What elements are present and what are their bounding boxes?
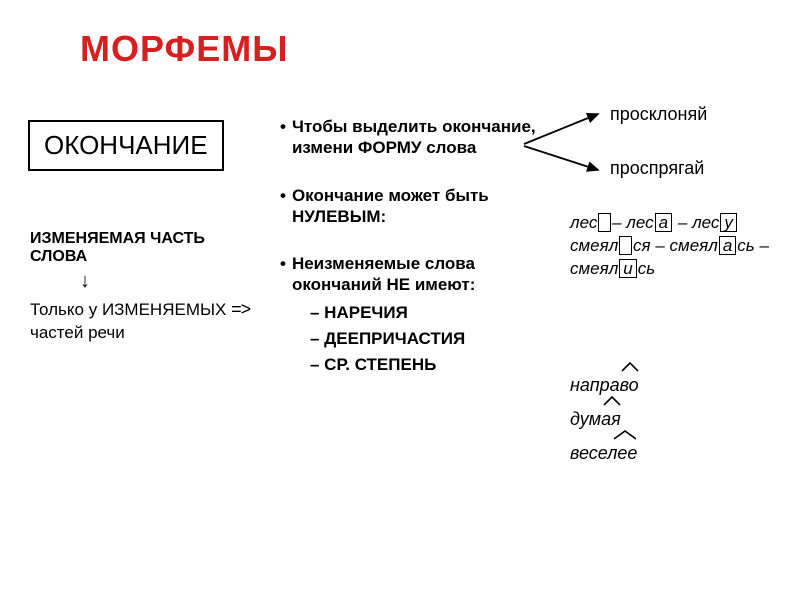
- ex-les3-stem: лес: [692, 213, 719, 232]
- null-ending-box-icon: [598, 213, 611, 232]
- ex-sm1-stem: смеял: [570, 236, 618, 255]
- bullet-dot-icon: •: [280, 253, 286, 296]
- b3-line2: окончаний НЕ имеют:: [292, 275, 475, 294]
- b2-line2: НУЛЕВЫМ:: [292, 207, 386, 226]
- b3-line1: Неизменяемые слова: [292, 254, 475, 273]
- implies-symbol: =>: [231, 299, 250, 319]
- ex-sm2-post: сь: [737, 236, 754, 255]
- suffix-examples: направо думая веселее: [570, 368, 639, 471]
- sub-item-1: – НАРЕЧИЯ: [310, 300, 540, 326]
- b1-line1: Чтобы выделить окончание,: [292, 117, 536, 136]
- left-note: Только у ИЗМЕНЯЕМЫХ => частей речи: [30, 297, 260, 345]
- suf1-text: направо: [570, 375, 639, 395]
- dash: –: [678, 213, 687, 232]
- ex-sm2-stem: смеял: [670, 236, 718, 255]
- ending-box: ОКОНЧАНИЕ: [28, 120, 224, 171]
- arrow-down-icon: ↓: [80, 270, 260, 293]
- left-note-pre: Только у ИЗМЕНЯЕМЫХ: [30, 300, 226, 319]
- left-note-post: частей речи: [30, 323, 125, 342]
- branch-arrows-icon: [520, 104, 610, 182]
- page-title: МОРФЕМЫ: [80, 28, 289, 70]
- suf3-text: веселее: [570, 443, 637, 463]
- ex-sm3-stem: смеял: [570, 259, 618, 278]
- bullet-2: • Окончание может быть НУЛЕВЫМ:: [280, 185, 540, 228]
- left-column: ИЗМЕНЯЕМАЯ ЧАСТЬ СЛОВА ↓ Только у ИЗМЕНЯ…: [30, 230, 260, 345]
- sub-item-2: – ДЕЕПРИЧАСТИЯ: [310, 326, 540, 352]
- branch-word-1: просклоняй: [610, 104, 707, 125]
- left-definition: ИЗМЕНЯЕМАЯ ЧАСТЬ СЛОВА: [30, 230, 260, 266]
- bullet-3: • Неизменяемые слова окончаний НЕ имеют: –…: [280, 253, 540, 379]
- suf2-text: думая: [570, 409, 621, 429]
- b1-line2: измени ФОРМУ слова: [292, 138, 476, 157]
- ex-les1-stem: лес: [570, 213, 597, 232]
- ex-sm1-post: ся: [633, 236, 651, 255]
- bullet-dot-icon: •: [280, 185, 286, 228]
- suffix-word-3: веселее: [570, 436, 637, 470]
- suffix-arc-icon: [603, 396, 621, 406]
- suffix-arc-icon: [613, 430, 637, 440]
- bullet-dot-icon: •: [280, 116, 286, 159]
- ending-examples: лес – леса – лесу смеял ся – смеялась – …: [570, 212, 769, 281]
- sublist: – НАРЕЧИЯ – ДЕЕПРИЧАСТИЯ – СР. СТЕПЕНЬ: [310, 300, 540, 379]
- ending-box-icon: и: [619, 259, 636, 278]
- sub-item-3: – СР. СТЕПЕНЬ: [310, 352, 540, 378]
- bullet-1: • Чтобы выделить окончание, измени ФОРМУ с…: [280, 116, 540, 159]
- dash: –: [655, 236, 664, 255]
- ending-box-icon: а: [719, 236, 736, 255]
- branch-word-2: проспрягай: [610, 158, 704, 179]
- ex-les2-stem: лес: [626, 213, 653, 232]
- ending-box-icon: у: [720, 213, 737, 232]
- ex-sm3-post: сь: [638, 259, 655, 278]
- middle-column: • Чтобы выделить окончание, измени ФОРМУ с…: [280, 116, 540, 385]
- ending-box-icon: а: [655, 213, 672, 232]
- dash: –: [759, 236, 768, 255]
- dash: –: [612, 213, 621, 232]
- suffix-arc-icon: [621, 362, 639, 372]
- b2-line1: Окончание может быть: [292, 186, 489, 205]
- null-ending-box-icon: [619, 236, 632, 255]
